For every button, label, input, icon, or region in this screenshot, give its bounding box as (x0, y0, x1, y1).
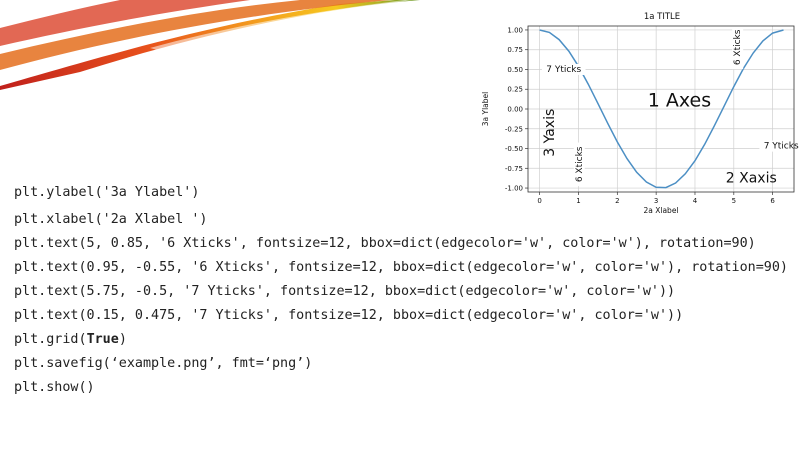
x-tick-label: 6 (770, 197, 775, 205)
code-line: plt.grid(True) (14, 331, 800, 349)
annotation-text: 6 Xticks (733, 29, 743, 65)
code-line: plt.text(5.75, -0.5, '7 Yticks', fontsiz… (14, 284, 676, 299)
annotation-text: 1 Axes (648, 90, 711, 112)
code-text: plt.grid( (14, 332, 87, 347)
y-tick-label: 0.75 (507, 46, 523, 54)
x-tick-label: 4 (693, 197, 698, 205)
x-tick-label: 5 (732, 197, 736, 205)
y-tick-label: 0.25 (507, 86, 523, 94)
plot-figure: 1a TITLE 0 1 2 3 4 5 6 1.00 0.75 0.50 0.25 0.00 -0.… (476, 4, 800, 218)
code-line: plt.savefig(‘example.png’, fmt=‘png’) (14, 356, 313, 371)
x-axis-label: 2a Xlabel (643, 206, 678, 215)
code-line: plt.text(0.15, 0.475, '7 Yticks', fontsi… (14, 308, 684, 323)
x-tick-label: 3 (654, 197, 658, 205)
code-line: plt.ylabel('3a Ylabel') (14, 185, 200, 200)
annotation-text: 7 Yticks (764, 142, 799, 152)
code-keyword: True (86, 332, 119, 347)
x-tick-label: 2 (615, 197, 619, 205)
code-line: plt.text(0.95, -0.55, '6 Xticks', fontsi… (14, 260, 788, 275)
y-tick-label: 1.00 (507, 26, 523, 34)
y-tick-label: 0.00 (507, 106, 523, 114)
code-text: ) (118, 332, 127, 347)
y-axis-ticks: 1.00 0.75 0.50 0.25 0.00 -0.25 -0.50 -0.75 -1.00 (505, 26, 528, 193)
code-block: plt.ylabel('3a Ylabel') plt.xlabel('2a X… (14, 184, 800, 403)
annotations: 1 Axes 2 Xaxis 3 Yaxis 7 Yticks 7 Yticks 6 Xt… (541, 25, 800, 187)
annotation-text: 2 Xaxis (726, 171, 777, 187)
y-tick-label: -0.25 (505, 125, 523, 133)
annotation-text: 7 Yticks (546, 65, 581, 75)
annotation-background (732, 25, 744, 70)
decorative-swoosh-graphic (0, 0, 420, 90)
x-tick-label: 1 (576, 197, 580, 205)
annotation-text: 6 Xticks (575, 146, 585, 182)
y-tick-label: -0.50 (505, 145, 523, 153)
y-tick-label: -1.00 (505, 185, 523, 193)
annotation-background (759, 140, 800, 152)
annotation-background (573, 142, 585, 187)
code-line: plt.show() (14, 380, 95, 395)
y-tick-label: -0.75 (505, 165, 523, 173)
code-line: plt.text(5, 0.85, '6 Xticks', fontsize=1… (14, 236, 756, 251)
code-line: plt.xlabel('2a Xlabel ') (14, 212, 208, 227)
annotation-background (541, 63, 586, 75)
axes-frame (527, 25, 795, 193)
y-tick-label: 0.50 (507, 66, 523, 74)
x-axis-ticks: 0 1 2 3 4 5 6 (537, 192, 775, 205)
y-axis-label: 3a Ylabel (481, 92, 490, 126)
annotation-text: 3 Yaxis (542, 109, 558, 157)
chart-title: 1a TITLE (644, 12, 680, 22)
x-tick-label: 0 (537, 197, 541, 205)
